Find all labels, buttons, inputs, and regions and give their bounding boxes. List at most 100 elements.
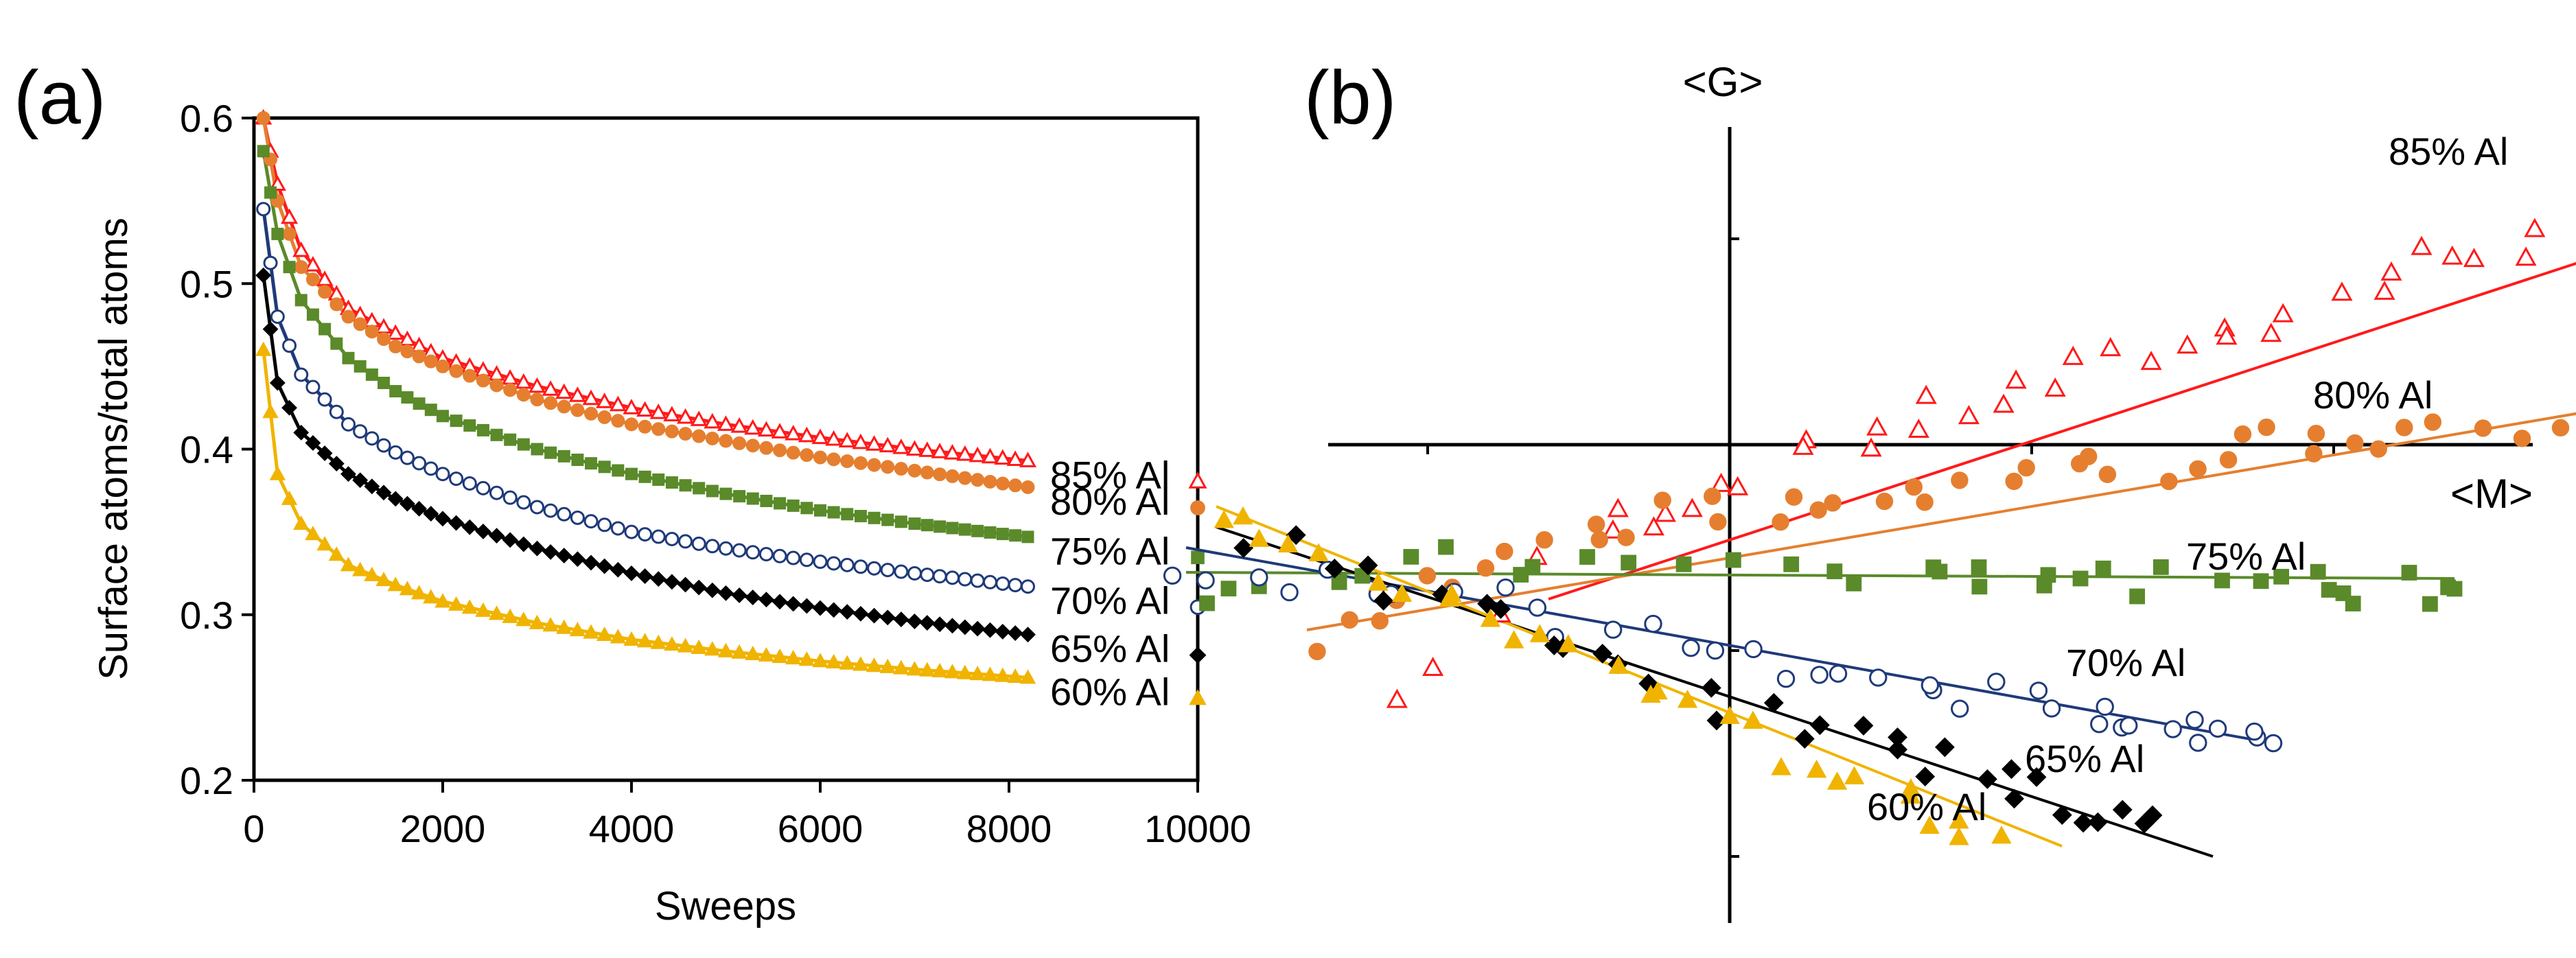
data-point-a-60-al: [919, 662, 936, 677]
data-point-a-75-al: [1021, 530, 1034, 544]
data-point-a-75-al: [612, 464, 625, 477]
data-point-a-60-al: [364, 566, 380, 581]
data-point-a-65-al: [596, 558, 613, 574]
data-point-a-85-al: [931, 443, 949, 458]
data-point-a-75-al: [330, 337, 343, 350]
data-point-b-85-al: [2044, 377, 2066, 397]
data-point-a-80-al: [933, 467, 947, 482]
data-point-b-75-al: [2153, 559, 2169, 575]
data-point-a-65-al: [262, 321, 279, 338]
data-point-b-80-al: [2474, 419, 2492, 437]
data-point-b-70-al: [1869, 668, 1888, 687]
data-point-a-60-al: [351, 561, 369, 576]
data-point-a-65-al: [758, 592, 774, 608]
data-point-a-65-al: [798, 598, 815, 614]
data-point-b-75-al: [2401, 565, 2417, 581]
data-point-b-70-al: [1776, 669, 1796, 688]
data-point-b-75-al: [2345, 596, 2361, 611]
data-point-a-60-al: [852, 656, 869, 671]
data-point-b-60-al: [1677, 690, 1698, 708]
data-point-a-80-al: [476, 373, 490, 388]
data-point-a-70-al: [263, 255, 278, 270]
data-point-b-80-al: [1617, 528, 1635, 546]
data-point-b-65-al: [2087, 812, 2108, 832]
y-axis-title-b: <G>: [1683, 59, 1763, 105]
data-point-a-60-al: [691, 639, 707, 654]
data-point-b-60-al: [1844, 766, 1865, 784]
data-point-a-85-al: [852, 433, 870, 449]
data-point-b-85-al: [1386, 688, 1408, 708]
data-point-b-65-al: [1888, 727, 1907, 747]
data-point-b-80-al: [2080, 447, 2098, 465]
data-point-a-80-al: [341, 309, 356, 324]
data-point-b-75-al: [2321, 582, 2337, 598]
fit-line-a-60-al: [262, 349, 1028, 679]
data-point-a-85-al: [386, 324, 404, 340]
data-point-b-75-al: [2040, 567, 2056, 583]
data-point-b-70-al: [1163, 566, 1182, 585]
data-point-b-85-al: [2005, 369, 2027, 389]
data-point-a-85-al: [905, 440, 924, 456]
data-point-a-75-al: [881, 513, 894, 526]
y-axis-title-a: Surface atoms/total atoms: [91, 218, 136, 680]
data-point-a-75-al: [365, 368, 378, 381]
data-point-a-75-al: [271, 227, 284, 240]
data-point-a-80-al: [800, 448, 814, 463]
data-point-a-85-al: [717, 415, 735, 431]
data-point-a-70-al: [664, 531, 680, 546]
data-point-b-65-al: [2001, 759, 2021, 780]
data-point-b-85-al: [1607, 498, 1629, 517]
data-point-a-80-al: [449, 364, 463, 378]
data-point-a-65-al: [316, 445, 333, 461]
data-point-a-75-al: [638, 470, 651, 483]
data-point-a-80-al: [692, 429, 706, 443]
data-point-b-80-al: [1590, 530, 1608, 549]
data-point-a-85-al: [968, 446, 986, 463]
data-point-a-85-al: [515, 373, 533, 389]
data-point-a-60-al: [931, 662, 948, 678]
data-point-a-65-al: [293, 424, 310, 441]
data-point-a-80-al: [412, 349, 426, 364]
data-point-b-85-al: [1654, 502, 1676, 522]
data-point-b-70-al: [1744, 640, 1763, 659]
data-point-a-85-al: [555, 383, 573, 399]
data-point-a-65-al: [529, 540, 545, 557]
data-point-a-60-al: [664, 636, 680, 651]
data-point-a-70-al: [489, 485, 504, 500]
data-point-a-75-al: [625, 467, 638, 480]
data-point-a-60-al: [944, 664, 961, 679]
data-point-b-80-al: [2307, 424, 2325, 443]
data-point-a-75-al: [318, 323, 332, 336]
data-point-a-80-al: [557, 399, 571, 414]
data-point-a-75-al: [401, 391, 414, 404]
data-point-a-70-al: [353, 424, 368, 439]
data-point-b-70-al: [1682, 638, 1700, 657]
data-point-a-65-al: [610, 561, 626, 578]
data-point-a-75-al: [984, 526, 997, 539]
data-point-b-80-al: [1772, 513, 1789, 531]
data-point-a-70-al: [1008, 578, 1023, 593]
data-point-b-65-al: [1794, 729, 1815, 749]
data-point-a-70-al: [945, 570, 960, 585]
data-point-a-70-al: [530, 500, 544, 515]
data-point-b-85-al: [1993, 393, 2015, 413]
data-point-b-75-al: [1931, 563, 1948, 580]
data-point-a-65-al: [1007, 625, 1023, 641]
data-point-a-85-al: [943, 444, 962, 460]
data-point-a-80-al: [853, 456, 868, 470]
data-point-a-85-al: [918, 441, 936, 457]
data-point-b-80-al: [1809, 501, 1827, 519]
data-point-a-80-al: [907, 463, 922, 478]
data-point-a-85-al: [879, 436, 896, 453]
data-point-a-70-al: [719, 541, 733, 556]
data-point-a-75-al: [353, 360, 367, 373]
data-point-a-75-al: [679, 479, 692, 492]
data-point-a-60-al: [281, 490, 298, 505]
data-point-a-75-al: [504, 433, 517, 446]
data-point-a-60-al: [583, 624, 599, 639]
data-point-b-85-al: [2463, 248, 2485, 268]
x-tick-label-a: 2000: [400, 807, 486, 850]
x-tick-label-a: 8000: [966, 807, 1052, 850]
data-point-b-80-al: [1653, 491, 1671, 509]
data-point-a-65-al: [812, 600, 828, 616]
